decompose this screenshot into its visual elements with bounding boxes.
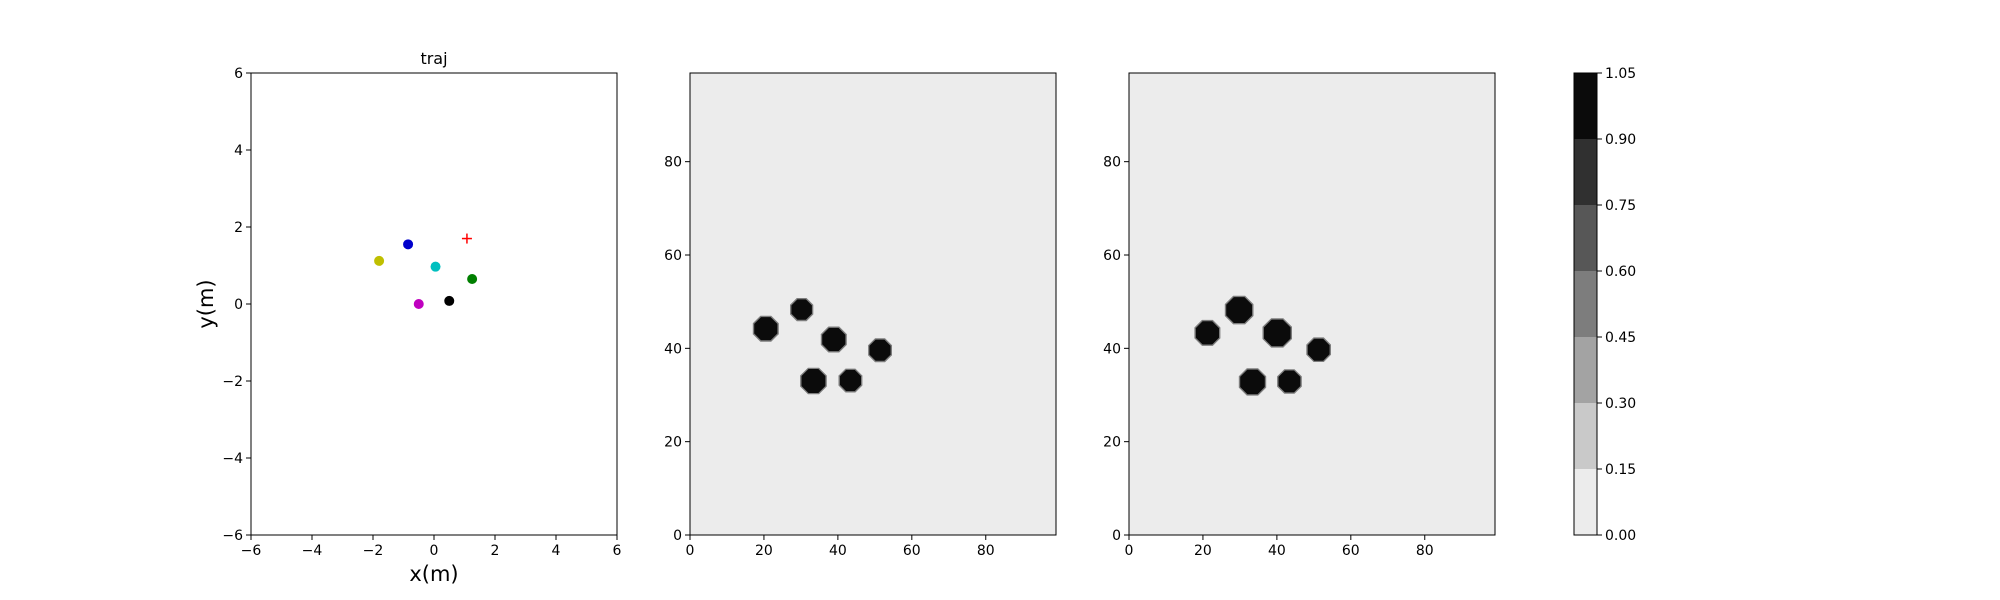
- colorbar-band-1: [1574, 469, 1597, 535]
- colorbar-tick-label: 0.90: [1605, 132, 1636, 148]
- obstacle-blob-5: [801, 369, 826, 393]
- map-1-x-tick-label: 0: [686, 543, 695, 559]
- colorbar-tick-label: 0.15: [1605, 462, 1636, 478]
- colorbar-tick-label: 0.00: [1605, 528, 1636, 544]
- traj-x-tick-label: 0: [430, 543, 439, 559]
- map-1-y-tick-label: 60: [664, 248, 682, 264]
- obstacle-blob-6: [839, 369, 861, 392]
- traj-y-tick-label: −2: [222, 374, 243, 390]
- traj-panel: traj x(m) y(m) −6 −4 −2 0 2 4 6 −6 −4 −2 0 2 4 6: [194, 49, 622, 586]
- colorbar-band-6: [1574, 139, 1597, 205]
- obstacle-blob-3: [822, 327, 846, 352]
- map-1-frame: [689, 72, 1057, 536]
- traj-x-tick-label: −4: [302, 543, 323, 559]
- map-2-y-tick-label: 40: [1103, 341, 1121, 357]
- map-2-x-tick-label: 60: [1342, 543, 1360, 559]
- obstacle-blob-2: [791, 299, 812, 320]
- traj-ticks: −6 −4 −2 0 2 4 6 −6 −4 −2 0 2 4 6: [222, 66, 621, 559]
- map-2-blobs: [1194, 295, 1331, 396]
- traj-x-tick-label: −2: [363, 543, 384, 559]
- density-map-2: 0 20 40 60 80 0 20 40 60 80: [1103, 72, 1496, 559]
- obstacle-blob-4: [869, 339, 891, 361]
- obstacle-blob-5: [1240, 369, 1265, 395]
- map-2-x-tick-label: 80: [1416, 543, 1434, 559]
- agent-point-5: [413, 299, 424, 309]
- map-1-x-tick-label: 60: [903, 543, 921, 559]
- traj-points: [374, 233, 478, 309]
- density-map-1: 0 20 40 60 80 0 20 40 60 80: [664, 72, 1057, 559]
- obstacle-blob-3: [1263, 319, 1291, 347]
- agent-point-3: [430, 261, 441, 272]
- agent-point-2: [374, 255, 385, 266]
- map-2-y-tick-label: 20: [1103, 435, 1121, 451]
- obstacle-blob-6: [1278, 370, 1301, 393]
- colorbar-band-7: [1574, 73, 1597, 139]
- agent-point-1: [403, 239, 414, 250]
- goal-marker-plus: [461, 233, 472, 244]
- map-2-background: [1129, 73, 1495, 535]
- traj-y-tick-label: 6: [234, 66, 243, 82]
- traj-x-tick-label: 2: [491, 543, 500, 559]
- colorbar-tick-label: 0.60: [1605, 264, 1636, 280]
- map-2-x-tick-label: 40: [1268, 543, 1286, 559]
- map-2-y-tick-label: 60: [1103, 248, 1121, 264]
- traj-x-tick-label: 4: [552, 543, 561, 559]
- colorbar-band-5: [1574, 205, 1597, 271]
- traj-y-tick-label: 2: [234, 220, 243, 236]
- agent-point-4: [467, 273, 478, 284]
- colorbar-ticks: 0.00 0.15 0.30 0.45 0.60 0.75 0.90 1.05: [1597, 66, 1636, 544]
- colorbar-bands: [1574, 73, 1597, 535]
- traj-y-tick-label: −4: [222, 451, 243, 467]
- traj-x-axis-label: x(m): [409, 562, 458, 586]
- map-1-x-tick-label: 80: [977, 543, 995, 559]
- map-2-y-tick-label: 80: [1103, 155, 1121, 171]
- map-1-background: [690, 73, 1056, 535]
- obstacle-blob-1: [754, 317, 778, 341]
- map-1-y-tick-label: 80: [664, 155, 682, 171]
- colorbar-tick-label: 0.45: [1605, 330, 1636, 346]
- map-2-x-tick-label: 20: [1194, 543, 1212, 559]
- colorbar: 0.00 0.15 0.30 0.45 0.60 0.75 0.90 1.05: [1573, 66, 1636, 544]
- map-1-y-tick-label: 40: [664, 341, 682, 357]
- colorbar-tick-label: 0.75: [1605, 198, 1636, 214]
- traj-title: traj: [420, 49, 447, 68]
- map-1-x-tick-label: 20: [755, 543, 773, 559]
- map-1-y-tick-label: 0: [673, 528, 682, 544]
- map-1-x-tick-label: 40: [829, 543, 847, 559]
- traj-y-tick-label: 0: [234, 297, 243, 313]
- map-2-ticks: 0 20 40 60 80 0 20 40 60 80: [1103, 155, 1433, 559]
- agent-point-6: [444, 295, 455, 306]
- colorbar-band-3: [1574, 337, 1597, 403]
- map-1-ticks: 0 20 40 60 80 0 20 40 60 80: [664, 155, 994, 559]
- colorbar-frame: [1573, 72, 1598, 536]
- map-1-blobs: [752, 298, 892, 395]
- obstacle-blob-2: [1226, 297, 1253, 323]
- map-2-x-tick-label: 0: [1125, 543, 1134, 559]
- traj-x-tick-label: 6: [613, 543, 622, 559]
- map-1-y-tick-label: 20: [664, 435, 682, 451]
- map-2-frame: [1128, 72, 1496, 536]
- traj-y-axis-label: y(m): [194, 279, 218, 328]
- colorbar-band-4: [1574, 271, 1597, 337]
- traj-x-tick-label: −6: [241, 543, 262, 559]
- traj-plot-frame: [250, 72, 618, 536]
- obstacle-blob-4: [1307, 338, 1330, 361]
- traj-y-tick-label: 4: [234, 143, 243, 159]
- traj-y-tick-label: −6: [222, 528, 243, 544]
- map-2-y-tick-label: 0: [1112, 528, 1121, 544]
- colorbar-tick-label: 0.30: [1605, 396, 1636, 412]
- colorbar-band-2: [1574, 403, 1597, 469]
- obstacle-blob-1: [1195, 321, 1219, 345]
- colorbar-tick-label: 1.05: [1605, 66, 1636, 82]
